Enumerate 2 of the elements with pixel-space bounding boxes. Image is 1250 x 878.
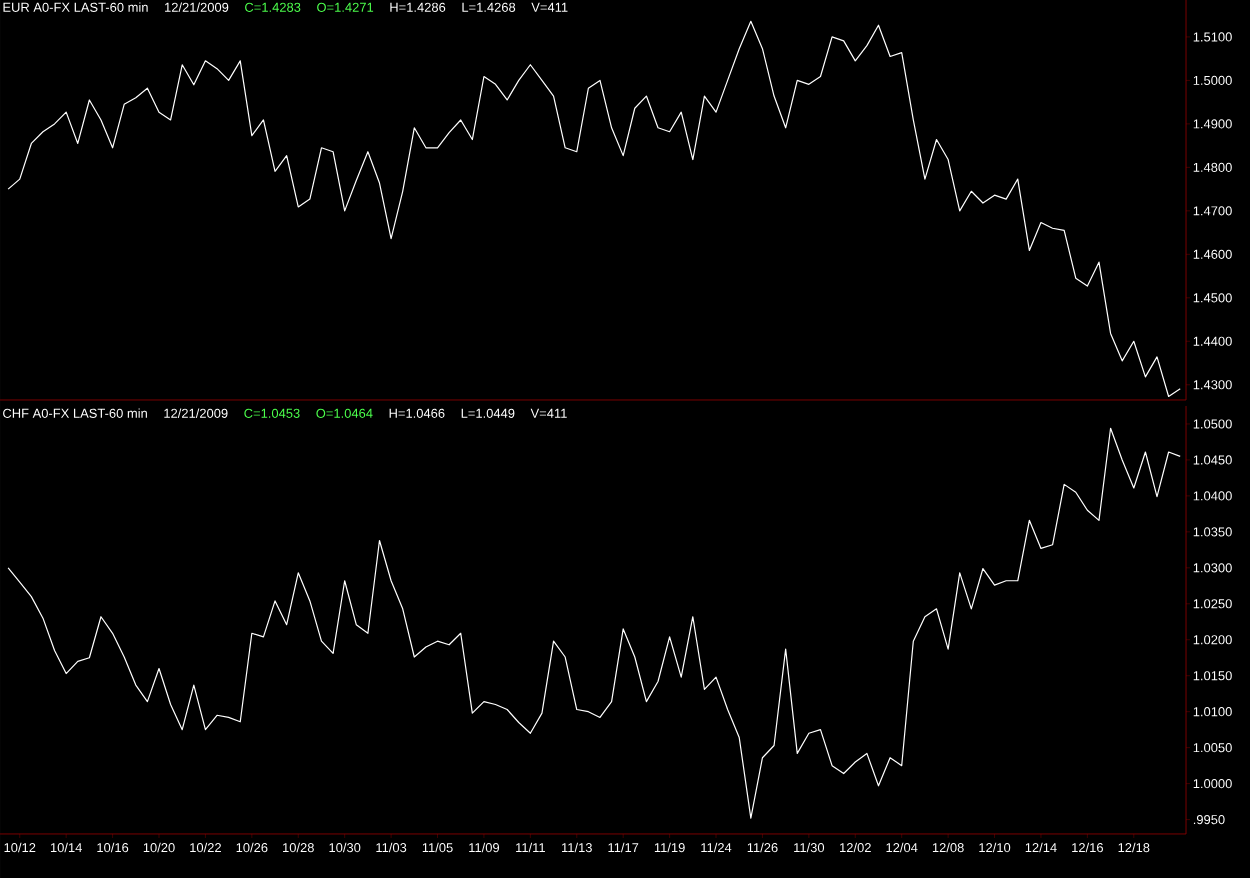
line-series <box>7 427 1181 819</box>
line-series <box>7 20 1181 398</box>
